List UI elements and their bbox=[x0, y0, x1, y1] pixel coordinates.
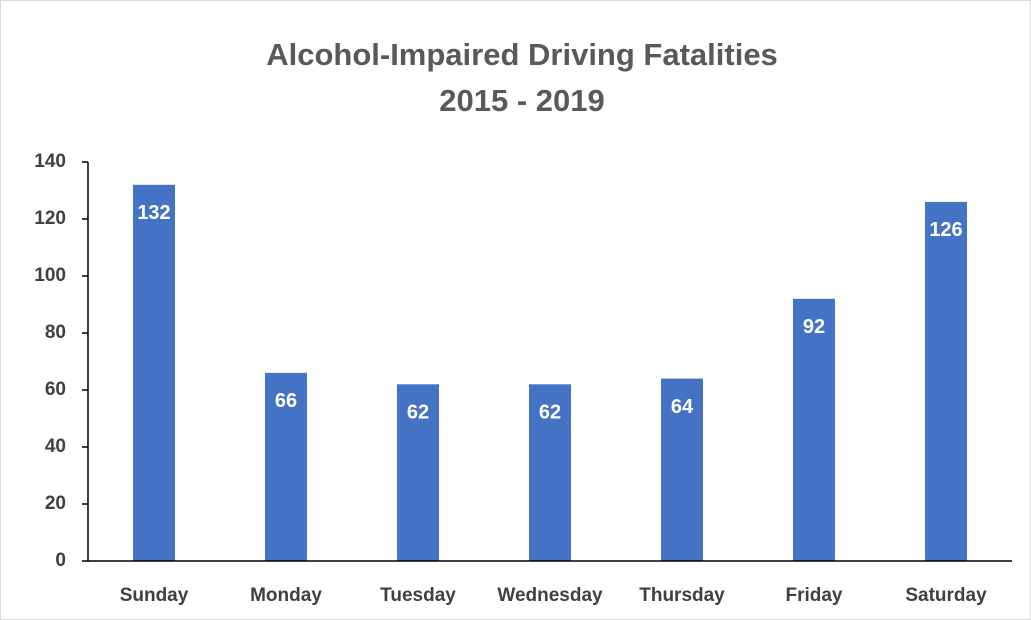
y-tick-label: 0 bbox=[55, 550, 66, 571]
data-label: 92 bbox=[803, 316, 825, 338]
x-tick-label: Monday bbox=[250, 585, 322, 606]
bar bbox=[265, 372, 307, 561]
bar bbox=[793, 298, 835, 561]
y-tick-label: 140 bbox=[34, 151, 66, 172]
data-label: 126 bbox=[929, 219, 962, 241]
chart-title: Alcohol-Impaired Driving Fatalities bbox=[266, 37, 778, 72]
x-tick-label: Saturday bbox=[905, 585, 987, 606]
x-tick-label: Sunday bbox=[120, 585, 189, 606]
data-label: 66 bbox=[275, 390, 297, 412]
y-tick-label: 100 bbox=[34, 265, 66, 286]
bar bbox=[397, 384, 439, 561]
y-tick-label: 80 bbox=[45, 322, 66, 343]
bar bbox=[925, 201, 967, 561]
data-label: 132 bbox=[137, 202, 170, 224]
x-tick-label: Thursday bbox=[639, 585, 725, 606]
bar bbox=[661, 378, 703, 561]
x-tick-label: Tuesday bbox=[380, 585, 456, 606]
data-label: 64 bbox=[671, 396, 694, 418]
y-tick-label: 20 bbox=[45, 493, 66, 514]
x-tick-label: Wednesday bbox=[497, 585, 603, 606]
bar bbox=[133, 184, 175, 562]
y-tick-label: 40 bbox=[45, 436, 66, 457]
chart-subtitle: 2015 - 2019 bbox=[439, 83, 604, 118]
y-tick-label: 60 bbox=[45, 379, 66, 400]
data-label: 62 bbox=[539, 402, 561, 424]
data-label: 62 bbox=[407, 402, 429, 424]
y-tick-label: 120 bbox=[34, 208, 66, 229]
x-tick-label: Friday bbox=[785, 585, 842, 606]
bar bbox=[529, 384, 571, 561]
